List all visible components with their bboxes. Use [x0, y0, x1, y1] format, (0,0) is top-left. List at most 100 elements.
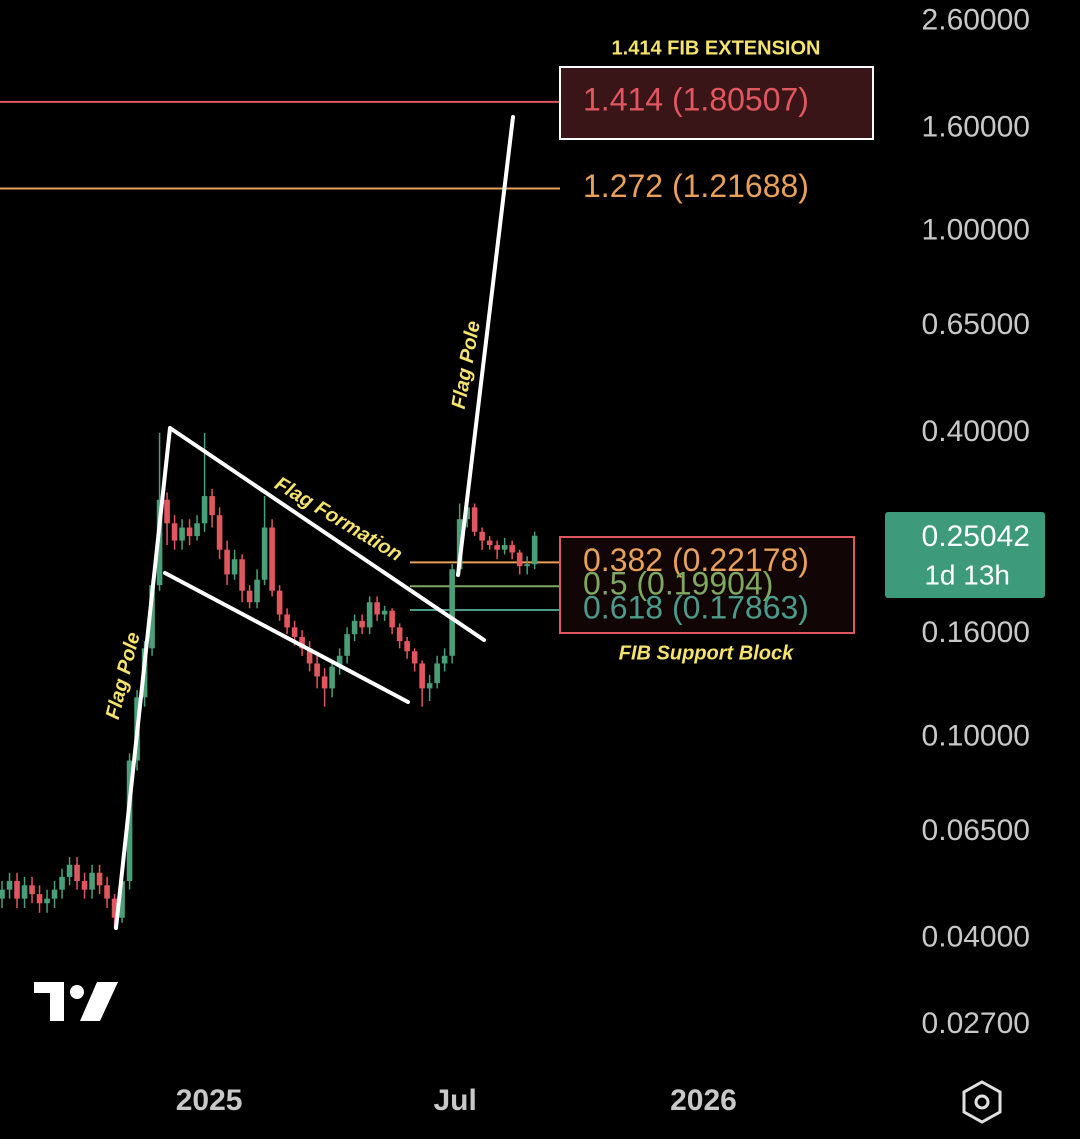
candle-body — [524, 564, 530, 567]
y-tick-label: 0.06500 — [922, 814, 1030, 847]
logo-part — [34, 982, 64, 993]
candle-body — [89, 872, 95, 890]
logo-part — [50, 982, 64, 1021]
candle-body — [441, 655, 448, 664]
candle-body — [29, 885, 35, 895]
candle-body — [486, 540, 493, 546]
x-tick-label: 2026 — [670, 1084, 737, 1117]
candle-body — [104, 885, 110, 899]
fib-level-label: 1.272 (1.21688) — [583, 168, 809, 204]
y-tick-label: 0.65000 — [922, 308, 1030, 341]
candle-body — [516, 552, 523, 567]
candle-body — [96, 872, 103, 886]
candle-body — [164, 499, 170, 524]
candle-body — [374, 602, 380, 615]
candle-body — [396, 627, 403, 642]
candle-body — [434, 663, 440, 684]
flag-lower-line — [163, 571, 410, 704]
candle-body — [0, 889, 5, 899]
annotation: FIB Support Block — [619, 642, 794, 664]
logo-part — [80, 982, 118, 1021]
candle-body — [299, 636, 305, 649]
fib-support-box — [559, 536, 855, 634]
candle-body — [351, 620, 358, 635]
x-tick-label: 2025 — [176, 1084, 243, 1117]
y-tick-label: 0.04000 — [922, 921, 1030, 954]
candle-body — [246, 590, 253, 603]
candle-body — [51, 889, 58, 899]
y-tick-label: 0.16000 — [922, 616, 1030, 649]
candle-body — [306, 648, 313, 664]
candle-body — [59, 876, 65, 890]
trend-lines — [114, 115, 515, 930]
candle-body — [179, 527, 185, 541]
candle-body — [366, 602, 373, 628]
price-tag-countdown: 1d 13h — [924, 559, 1010, 590]
annotation: 1.414 FIB EXTENSION — [612, 37, 821, 59]
candle-body — [501, 545, 508, 550]
candle-body — [186, 527, 193, 537]
candle-body — [276, 590, 283, 615]
candle-body — [419, 663, 425, 689]
candle-body — [6, 881, 13, 890]
flag-pole-line — [114, 426, 172, 930]
candle-body — [359, 620, 365, 628]
y-tick-label: 1.00000 — [922, 214, 1030, 247]
flag-upper-line — [168, 426, 486, 642]
candle-body — [314, 663, 320, 677]
candle-body — [216, 515, 223, 550]
candle-body — [471, 507, 478, 532]
candle-body — [239, 559, 245, 591]
candle-body — [344, 634, 350, 656]
candle-body — [81, 881, 88, 890]
candle-body — [411, 651, 418, 664]
x-tick-label: Jul — [433, 1084, 476, 1117]
price-tag-value: 0.25042 — [922, 520, 1030, 553]
candle-body — [209, 496, 215, 516]
candle-body — [194, 523, 200, 537]
candle-body — [44, 898, 50, 904]
y-tick-label: 0.40000 — [922, 415, 1030, 448]
candle-body — [224, 549, 230, 575]
fib-level-label: 0.618 (0.17863) — [583, 589, 809, 625]
candle-body — [449, 569, 455, 656]
candle-body — [171, 523, 178, 541]
candle-body — [269, 527, 275, 591]
candle-body — [404, 641, 410, 652]
candle-body — [119, 881, 125, 918]
fib-extension-box — [559, 66, 874, 140]
logo — [34, 982, 118, 1021]
candle-body — [36, 894, 43, 904]
y-tick-label: 0.10000 — [922, 719, 1030, 752]
fib-level-label: 0.382 (0.22178) — [583, 542, 809, 578]
candle-body — [254, 579, 260, 603]
fib-level-label: 0.5 (0.19904) — [583, 566, 773, 602]
logo-part — [70, 985, 84, 999]
candle-body — [74, 864, 80, 882]
candle-body — [149, 585, 155, 649]
candle-body — [321, 676, 328, 689]
candle-body — [479, 531, 485, 541]
candle-body — [329, 666, 335, 689]
candle-body — [381, 610, 388, 615]
candle-body — [426, 683, 433, 689]
candle-body — [509, 545, 515, 553]
candle-body — [231, 559, 238, 575]
candle-body — [14, 881, 20, 899]
y-tick-label: 1.60000 — [922, 110, 1030, 143]
candle-body — [111, 898, 118, 918]
candle-body — [261, 527, 268, 580]
candle-body — [336, 655, 343, 667]
candle-body — [284, 614, 290, 628]
y-axis: 2.60000 1.60000 1.00000 0.65000 0.40000 0.160… — [176, 4, 1040, 1117]
settings-dot[interactable] — [974, 1094, 990, 1110]
candle-body — [456, 519, 463, 570]
candle-body — [389, 610, 395, 628]
settings-hexagon[interactable] — [962, 1080, 1002, 1124]
y-tick-label: 2.60000 — [922, 4, 1030, 37]
candle-body — [531, 535, 538, 565]
candle-body — [21, 885, 28, 899]
settings-icon[interactable] — [962, 1080, 1002, 1124]
candle-body — [66, 864, 73, 877]
